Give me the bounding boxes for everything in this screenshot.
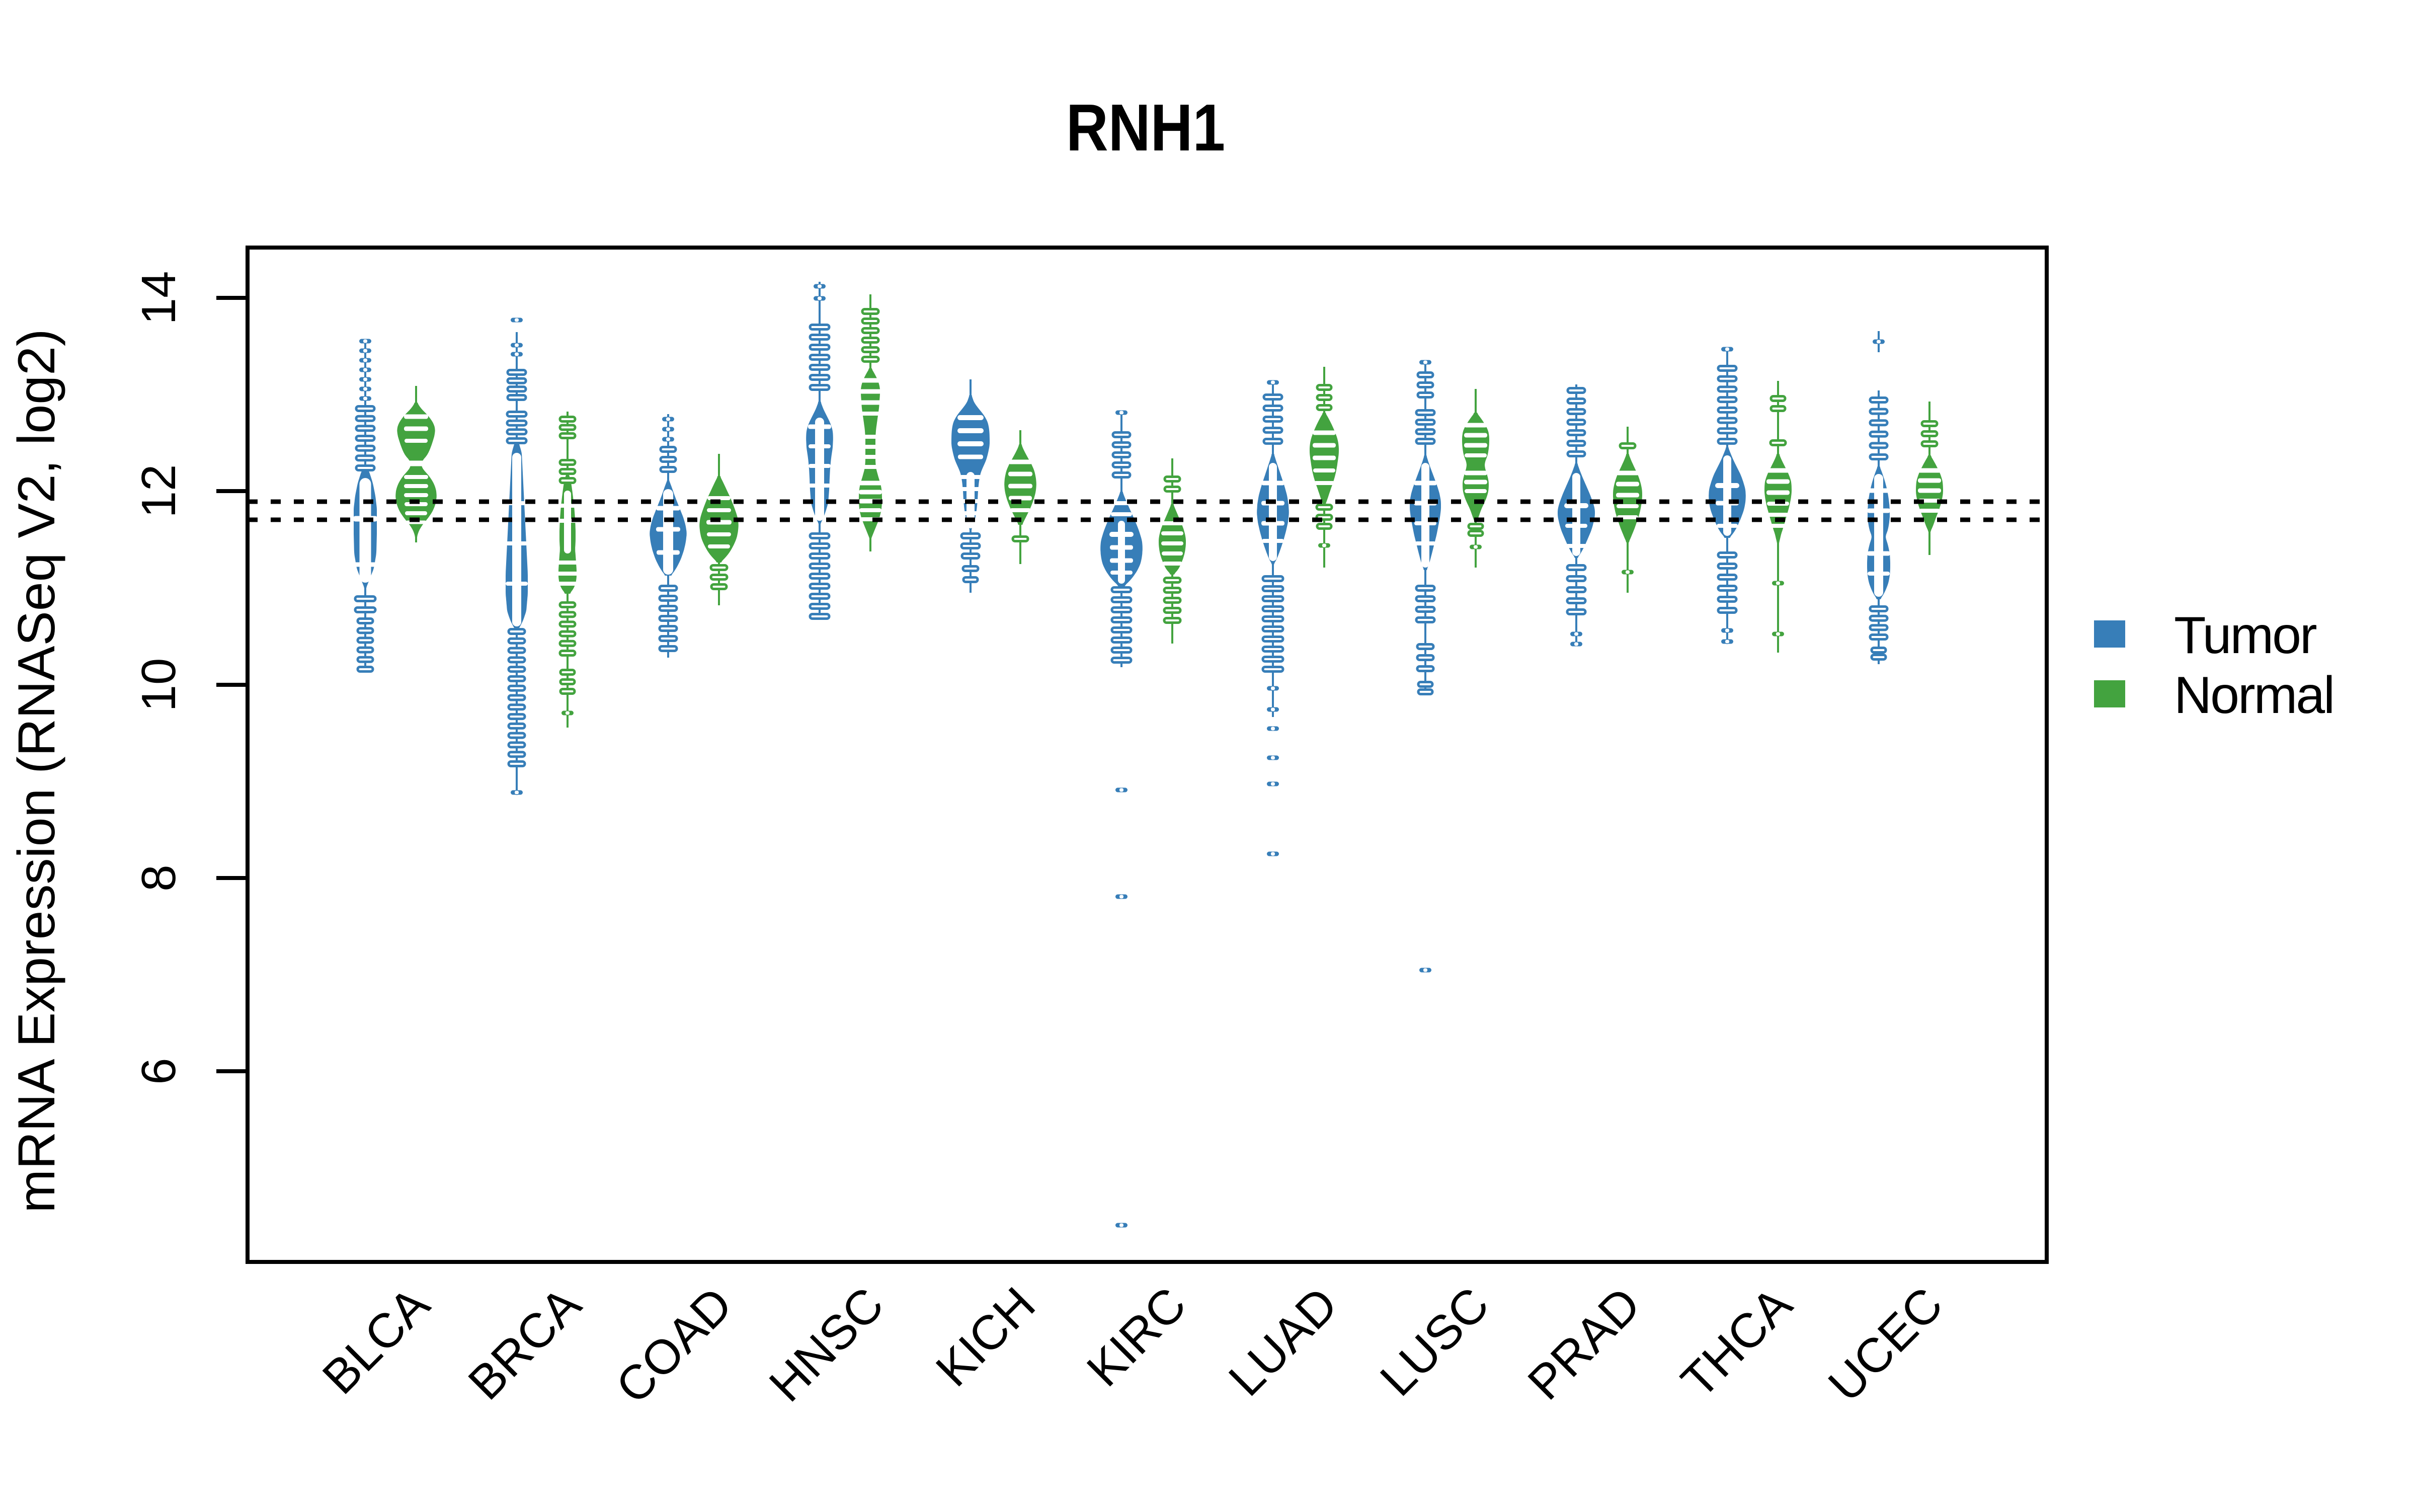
svg-text:14: 14 (132, 271, 186, 325)
svg-text:Normal: Normal (2174, 666, 2333, 725)
svg-text:mRNA Expression (RNASeq V2, lo: mRNA Expression (RNASeq V2, log2) (8, 329, 66, 1213)
svg-text:12: 12 (132, 464, 186, 518)
svg-text:10: 10 (132, 658, 186, 712)
svg-text:Tumor: Tumor (2174, 606, 2316, 665)
svg-text:8: 8 (132, 864, 186, 891)
svg-text:RNH1: RNH1 (1066, 91, 1225, 165)
svg-text:6: 6 (132, 1058, 186, 1084)
